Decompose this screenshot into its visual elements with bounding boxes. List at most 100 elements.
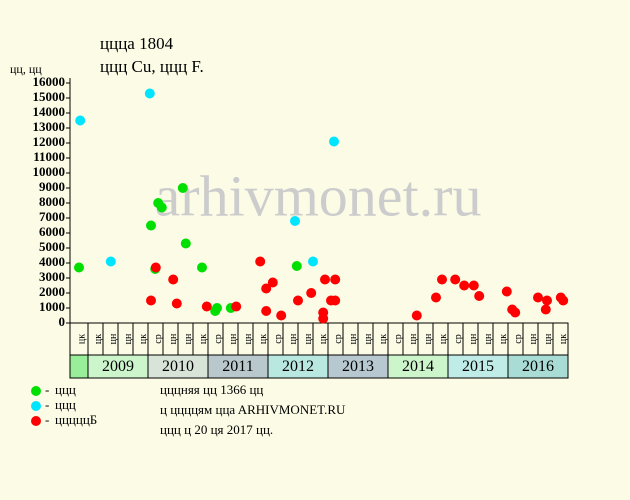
column-label: ср [333, 334, 344, 343]
point [437, 274, 447, 285]
y-tick-label: 5000 [39, 239, 65, 254]
chart-title: ццца 1804 [100, 34, 174, 53]
point [533, 292, 543, 303]
point [459, 280, 470, 291]
y-tick-label: 0 [59, 314, 66, 329]
point [308, 256, 318, 267]
y-tick-label: 16000 [33, 74, 66, 89]
y-tick-label: 12000 [33, 134, 66, 149]
point [290, 216, 300, 226]
y-tick-label: 6000 [39, 224, 65, 239]
point [105, 256, 116, 267]
column-label: цк [198, 334, 209, 344]
point [168, 274, 179, 285]
column-label: цн [168, 333, 179, 344]
year-cell [69, 354, 89, 379]
point [474, 291, 485, 301]
column-label: цн [468, 333, 479, 344]
point [146, 295, 156, 306]
year-label: 2016 [522, 358, 554, 375]
year-label: 2010 [162, 358, 194, 375]
column-label: цн [528, 333, 539, 344]
column-label: цн [183, 333, 194, 344]
point [75, 115, 86, 126]
point [231, 301, 242, 312]
y-tick-label: 2000 [39, 284, 65, 299]
column-label: ср [153, 334, 164, 343]
column-label: ср [273, 334, 284, 343]
year-label: 2012 [282, 358, 314, 375]
legend-dash: - [45, 397, 49, 412]
year-label: 2014 [402, 358, 434, 375]
y-tick-label: 13000 [33, 119, 66, 134]
column-label: цк [93, 334, 104, 344]
point [501, 286, 512, 297]
column-label: цк [498, 334, 509, 344]
point [450, 274, 461, 285]
column-label: цк [378, 334, 389, 344]
point [177, 183, 188, 193]
point [318, 313, 329, 324]
column-label: цк [138, 334, 149, 344]
point [212, 303, 222, 313]
point [201, 301, 212, 312]
point [320, 274, 330, 285]
y-tick-label: 11000 [33, 149, 65, 164]
column-label: цн [543, 333, 554, 344]
y-tick-label: 9000 [39, 179, 65, 194]
column-label: ср [453, 334, 464, 343]
column-label: цк [558, 334, 569, 344]
point [540, 304, 551, 315]
legend-dash: - [45, 412, 49, 427]
column-label: цк [76, 334, 87, 344]
y-tick-label: 8000 [39, 194, 65, 209]
column-label: цк [258, 334, 269, 344]
column-label: цн [408, 333, 419, 344]
legend-dash: - [45, 382, 49, 397]
year-label: 2013 [342, 358, 374, 375]
column-label: цк [438, 334, 449, 344]
point [146, 220, 156, 231]
legend-label: ццц [55, 382, 76, 397]
legend-label: цццццБ [55, 412, 97, 427]
legend-marker [31, 386, 41, 396]
point [144, 88, 155, 99]
point [431, 292, 441, 303]
point [306, 288, 317, 298]
y-axis-label: цц, цц [10, 62, 42, 76]
column-label: цн [108, 333, 119, 344]
point [411, 310, 422, 321]
column-label: цн [363, 333, 374, 344]
legend-marker [31, 416, 41, 426]
year-label: 2015 [462, 358, 494, 375]
column-label: цн [303, 333, 314, 344]
point [291, 261, 302, 271]
point [329, 136, 339, 147]
column-label: цн [228, 333, 239, 344]
column-label: цк [318, 334, 329, 344]
year-label: 2011 [222, 358, 253, 375]
y-tick-label: 10000 [33, 164, 66, 179]
y-tick-label: 14000 [33, 104, 66, 119]
point [558, 295, 569, 306]
column-label: цн [288, 333, 299, 344]
year-label: 2009 [102, 358, 134, 375]
point [255, 256, 266, 267]
point [330, 295, 341, 306]
y-tick-label: 3000 [39, 269, 65, 284]
point [330, 274, 341, 285]
point [261, 283, 272, 294]
chart-subtitle: ццц Cu, ццц F. [100, 57, 204, 76]
point [171, 298, 182, 309]
column-label: цн [123, 333, 134, 344]
point [468, 280, 479, 291]
point [261, 306, 272, 316]
point [74, 262, 84, 273]
footer-line: ц ццццям ццa ARHIVMONET.RU [160, 402, 346, 417]
footer-line: цццняя цц 1366 цц [160, 382, 263, 397]
point [267, 277, 278, 288]
point [276, 310, 287, 321]
column-label: цн [348, 333, 359, 344]
